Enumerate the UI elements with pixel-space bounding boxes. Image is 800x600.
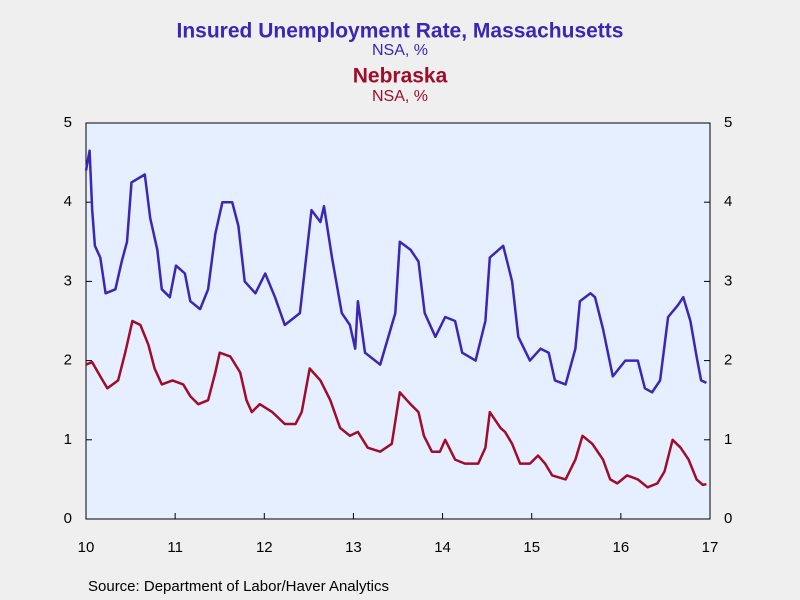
source-note: Source: Department of Labor/Haver Analyt… — [88, 578, 389, 595]
x-tick-label: 10 — [78, 539, 95, 556]
x-tick-label: 12 — [256, 539, 273, 556]
chart-subtitle: NSA, % — [372, 42, 428, 59]
plot-area — [85, 122, 711, 520]
y2-tick-label: 1 — [724, 431, 732, 448]
x-tick-label: 11 — [167, 539, 183, 556]
x-tick-label: 17 — [702, 539, 719, 556]
x-tick-label: 13 — [345, 539, 362, 556]
y-tick-label: 0 — [64, 510, 72, 527]
y-tick-label: 3 — [64, 272, 72, 289]
y2-tick-label: 3 — [724, 272, 732, 289]
y-tick-label: 1 — [64, 431, 72, 448]
y2-tick-label: 2 — [724, 352, 732, 369]
y2-tick-label: 5 — [724, 114, 732, 131]
line-series — [85, 319, 707, 489]
y-tick-label: 5 — [64, 114, 72, 131]
y-tick-label: 4 — [64, 193, 72, 210]
line-series — [84, 149, 707, 394]
x-tick-label: 16 — [613, 539, 630, 556]
y2-tick-label: 4 — [724, 193, 732, 210]
chart-title: Insured Unemployment Rate, Massachusetts — [177, 20, 624, 43]
x-tick-label: 14 — [434, 539, 451, 556]
chart-subtitle-2: NSA, % — [372, 88, 428, 105]
y2-tick-label: 0 — [724, 510, 732, 527]
y-tick-label: 2 — [64, 352, 72, 369]
chart-title-2: Nebraska — [353, 65, 448, 88]
x-tick-label: 15 — [523, 539, 540, 556]
